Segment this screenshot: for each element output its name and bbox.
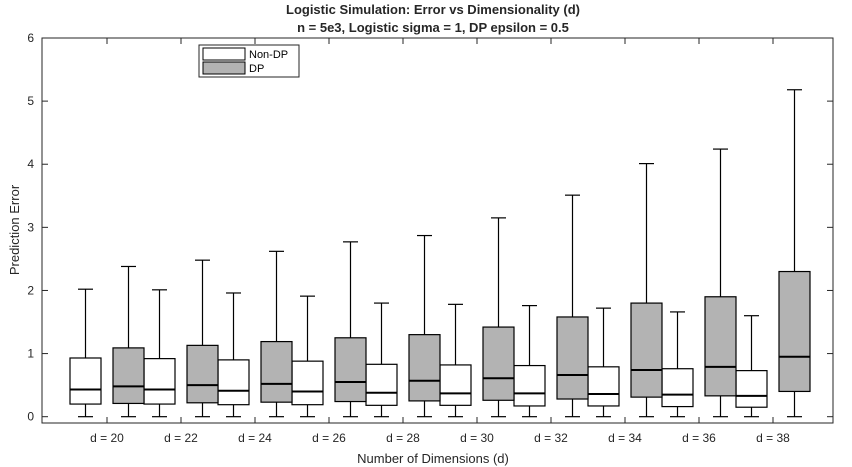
box-iqr [513,364,546,407]
boxplot-dp-4 [408,234,441,418]
y-tick-label: 5 [27,94,34,108]
y-axis-label: Prediction Error [7,184,22,275]
box-iqr [69,357,102,405]
x-tick-label: d = 20 [90,431,124,445]
legend-swatch-dp [202,61,246,75]
box-iqr [260,340,293,403]
y-tick-label: 1 [27,347,34,361]
x-tick-label: d = 34 [608,431,642,445]
boxplot-non-dp-0 [69,288,102,418]
y-axis-ticks: 0 1 2 3 4 5 6 [27,31,833,424]
x-tick-label: d = 36 [682,431,716,445]
box-iqr [735,370,768,408]
box-iqr [704,296,737,397]
chart-subtitle: n = 5e3, Logistic sigma = 1, DP epsilon … [297,20,569,35]
box-iqr [112,347,145,405]
boxplot-dp-3 [334,241,367,418]
box-iqr [143,358,176,405]
legend-label-non-dp: Non-DP [249,49,288,61]
x-axis-ticks: d = 20 d = 22 d = 24 d = 26 d = 28 d = 30 d = … [90,38,790,445]
x-tick-label: d = 24 [238,431,272,445]
x-tick-label: d = 22 [164,431,198,445]
boxplot-non-dp-6 [513,305,546,418]
boxplot-non-dp-8 [661,311,694,418]
boxplot-non-dp-3 [291,295,324,418]
box-iqr [334,337,367,403]
x-tick-label: d = 32 [534,431,568,445]
boxplot-dp-0 [112,265,145,418]
box-iqr [291,360,324,406]
y-tick-label: 0 [27,410,34,424]
box-iqr [630,302,663,398]
boxplot-dp-9 [778,89,811,418]
y-tick-label: 4 [27,157,34,171]
boxplot-dp-5 [482,217,515,418]
box-iqr [217,359,250,406]
box-iqr [661,368,694,408]
box-iqr [778,270,811,393]
box-iqr [365,363,398,406]
boxplot-dp-6 [556,194,589,418]
chart-marks [69,89,811,418]
y-tick-label: 6 [27,31,34,45]
x-tick-label: d = 30 [460,431,494,445]
box-iqr [439,364,472,406]
box-iqr [587,366,620,407]
boxplot-non-dp-1 [143,289,176,418]
x-axis-label: Number of Dimensions (d) [357,451,509,466]
chart-title: Logistic Simulation: Error vs Dimensiona… [286,2,580,17]
box-iqr [408,334,441,402]
legend: Non-DP DP [198,44,300,78]
boxplot-dp-7 [630,162,663,418]
x-tick-label: d = 26 [312,431,346,445]
boxplot-non-dp-5 [439,303,472,418]
boxplot-non-dp-4 [365,302,398,418]
y-tick-label: 3 [27,220,34,234]
y-tick-label: 2 [27,283,34,297]
box-iqr [186,344,219,404]
boxplot-dp-1 [186,259,219,418]
box-iqr [556,316,589,400]
legend-swatch-non-dp [202,47,246,61]
boxplot-dp-8 [704,148,737,418]
x-tick-label: d = 28 [386,431,420,445]
box-iqr [482,326,515,401]
legend-label-dp: DP [249,63,264,75]
boxplot-dp-2 [260,250,293,418]
x-tick-label: d = 38 [756,431,790,445]
